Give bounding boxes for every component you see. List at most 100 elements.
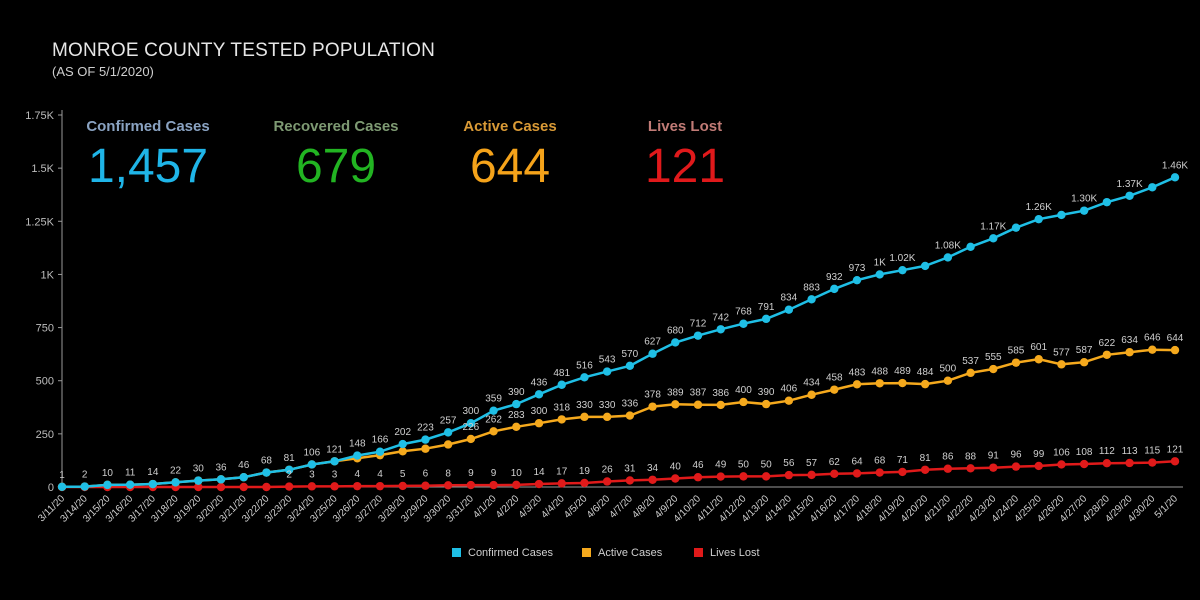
data-point-confirmed bbox=[80, 482, 89, 491]
data-label-active: 387 bbox=[690, 388, 707, 399]
data-label-active: 390 bbox=[758, 387, 775, 398]
data-point-active bbox=[1125, 348, 1134, 357]
data-label-confirmed: 481 bbox=[553, 368, 570, 379]
data-label-lives: 62 bbox=[829, 457, 841, 468]
data-point-confirmed bbox=[1125, 191, 1134, 200]
data-label-active: 300 bbox=[531, 406, 548, 417]
data-label-lives: 49 bbox=[715, 460, 727, 471]
data-point-active bbox=[1079, 358, 1089, 367]
kpi-lives-lost-label: Lives Lost bbox=[647, 118, 723, 135]
data-point-active bbox=[989, 364, 998, 374]
data-label-confirmed: 1.08K bbox=[935, 240, 961, 251]
data-point-active bbox=[875, 379, 884, 388]
data-label-active: 434 bbox=[803, 378, 820, 389]
x-tick-label: 4/6/20 bbox=[585, 493, 613, 521]
data-label-confirmed: 712 bbox=[690, 319, 707, 330]
kpi-active-value: 644 bbox=[469, 140, 551, 193]
data-label-confirmed: 106 bbox=[304, 447, 321, 458]
data-point-lives bbox=[716, 472, 725, 481]
data-label-lives: 3 bbox=[332, 469, 338, 480]
data-point-active bbox=[716, 400, 725, 410]
data-label-active: 226 bbox=[463, 422, 480, 433]
data-point-confirmed bbox=[262, 468, 271, 477]
data-label-active: 484 bbox=[917, 367, 934, 378]
data-label-lives: 121 bbox=[1167, 444, 1184, 455]
data-label-lives: 26 bbox=[602, 464, 614, 475]
data-point-confirmed bbox=[989, 234, 998, 243]
data-label-confirmed: 1.26K bbox=[1026, 202, 1052, 213]
data-point-active bbox=[489, 427, 498, 436]
data-label-lives: 6 bbox=[423, 469, 429, 480]
data-point-confirmed bbox=[353, 451, 362, 460]
data-label-confirmed: 1.02K bbox=[889, 253, 915, 264]
data-point-lives bbox=[239, 482, 248, 492]
kpi-active-label: Active Cases bbox=[463, 118, 557, 135]
data-label-lives: 113 bbox=[1122, 446, 1138, 457]
data-point-confirmed bbox=[625, 361, 635, 371]
data-label-confirmed: 300 bbox=[463, 406, 480, 417]
data-label-active: 644 bbox=[1167, 333, 1184, 344]
data-point-confirmed bbox=[330, 457, 339, 466]
data-point-lives bbox=[852, 469, 862, 478]
data-label-lives: 96 bbox=[1010, 450, 1022, 461]
kpi-confirmed-value: 1,457 bbox=[87, 140, 209, 193]
data-label-confirmed: 390 bbox=[508, 387, 525, 398]
data-label-confirmed: 570 bbox=[622, 349, 639, 360]
data-point-lives bbox=[1079, 459, 1089, 469]
data-label-confirmed: 30 bbox=[193, 464, 205, 475]
data-point-confirmed bbox=[216, 475, 226, 484]
data-label-confirmed: 742 bbox=[712, 312, 729, 323]
data-label-active: 634 bbox=[1121, 335, 1138, 346]
data-label-confirmed: 1K bbox=[874, 257, 887, 268]
data-label-lives: 4 bbox=[355, 469, 361, 480]
chart-subtitle: (AS OF 5/1/2020) bbox=[52, 64, 154, 79]
data-label-confirmed: 10 bbox=[102, 468, 114, 479]
data-label-lives: 81 bbox=[920, 453, 932, 464]
kpi-recovered-value: 679 bbox=[295, 140, 377, 193]
x-tick-label: 4/4/20 bbox=[539, 493, 567, 521]
kpi-lives-lost: Lives Lost 121 bbox=[615, 118, 755, 194]
data-label-confirmed: 359 bbox=[485, 394, 502, 405]
data-point-lives bbox=[830, 469, 839, 479]
data-label-active: 489 bbox=[894, 366, 911, 377]
data-point-active bbox=[443, 440, 453, 449]
data-point-lives bbox=[943, 464, 953, 473]
data-label-confirmed: 1.30K bbox=[1071, 194, 1097, 205]
data-point-active bbox=[466, 434, 476, 444]
data-label-confirmed: 14 bbox=[147, 467, 159, 478]
data-point-confirmed bbox=[1170, 173, 1180, 182]
data-point-active bbox=[512, 422, 521, 432]
data-point-confirmed bbox=[398, 439, 407, 449]
data-label-confirmed: 973 bbox=[849, 263, 866, 274]
data-point-active bbox=[966, 368, 975, 378]
data-point-lives bbox=[1148, 458, 1157, 467]
data-label-confirmed: 46 bbox=[238, 460, 250, 471]
data-label-confirmed: 2 bbox=[82, 470, 88, 481]
data-label-confirmed: 1.17K bbox=[980, 221, 1006, 232]
data-label-lives: 31 bbox=[624, 463, 636, 474]
data-point-active bbox=[648, 402, 657, 411]
data-label-confirmed: 883 bbox=[803, 282, 820, 293]
data-label-active: 283 bbox=[508, 410, 525, 421]
data-label-confirmed: 166 bbox=[372, 435, 389, 446]
data-label-active: 483 bbox=[849, 367, 866, 378]
data-point-active bbox=[920, 379, 930, 389]
y-tick-label: 500 bbox=[36, 376, 54, 388]
data-point-confirmed bbox=[103, 480, 112, 490]
y-tick-label: 0 bbox=[48, 482, 54, 494]
data-point-confirmed bbox=[284, 465, 294, 474]
data-point-confirmed bbox=[1011, 223, 1021, 232]
data-point-active bbox=[807, 390, 816, 399]
data-label-active: 585 bbox=[1008, 346, 1025, 357]
data-label-lives: 40 bbox=[670, 461, 682, 472]
data-label-lives: 34 bbox=[647, 463, 659, 474]
data-label-confirmed: 791 bbox=[758, 302, 775, 313]
data-point-active bbox=[1034, 355, 1043, 364]
data-label-lives: 10 bbox=[511, 468, 523, 479]
data-point-active bbox=[625, 411, 635, 420]
data-label-confirmed: 543 bbox=[599, 355, 616, 366]
data-label-lives: 19 bbox=[579, 466, 591, 477]
data-label-active: 389 bbox=[667, 387, 684, 398]
data-label-lives: 115 bbox=[1144, 446, 1160, 457]
data-point-confirmed bbox=[466, 419, 476, 428]
